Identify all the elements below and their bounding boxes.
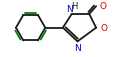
Text: N: N xyxy=(73,44,80,52)
Text: H: H xyxy=(71,2,77,11)
Text: N: N xyxy=(66,5,72,14)
Text: O: O xyxy=(99,24,106,33)
Text: O: O xyxy=(98,2,105,10)
